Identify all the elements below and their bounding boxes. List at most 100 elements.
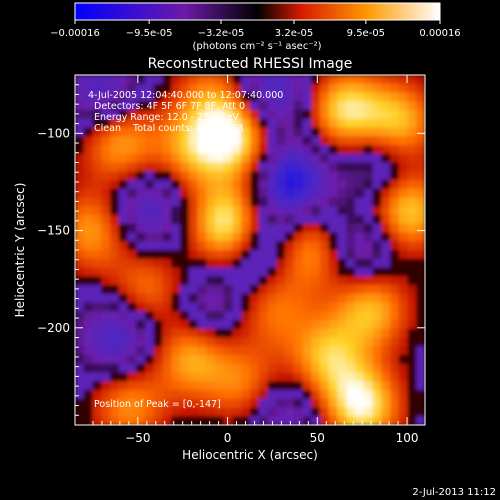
heatmap-cell (381, 215, 391, 225)
heatmap-cell (355, 197, 365, 207)
heatmap-cell (285, 407, 295, 417)
heatmap-cell (258, 127, 269, 137)
heatmap-cell (241, 206, 251, 216)
heatmap-cell (258, 145, 269, 155)
heatmap-cell (407, 381, 417, 391)
heatmap-cell (416, 302, 425, 312)
heatmap-cell (197, 390, 207, 400)
heatmap-cell (311, 75, 321, 85)
heatmap-cell (118, 346, 129, 356)
heatmap-cell (215, 145, 225, 155)
heatmap-cell (250, 355, 260, 365)
heatmap-cell (197, 127, 207, 137)
heatmap-cell (127, 381, 137, 391)
heatmap-cell (241, 136, 251, 146)
heatmap-cell (363, 258, 374, 269)
heatmap-cell (171, 372, 181, 382)
heatmap-cell (75, 407, 85, 417)
heatmap-cell (162, 241, 172, 251)
heatmap-cell (118, 127, 129, 137)
heatmap-cell (250, 83, 260, 94)
heatmap-cell (390, 250, 400, 260)
heatmap-cell (276, 390, 286, 400)
heatmap-cell (162, 250, 172, 260)
heatmap-cell (118, 276, 129, 286)
heatmap-cell (101, 258, 111, 269)
heatmap-cell (136, 381, 146, 391)
heatmap-cell (363, 83, 374, 94)
heatmap-cell (381, 83, 391, 94)
heatmap-cell (302, 145, 312, 155)
heatmap-cell (110, 136, 120, 146)
heatmap-cell (337, 416, 347, 425)
heatmap-cell (75, 293, 85, 304)
heatmap-cell (390, 197, 400, 207)
heatmap-cell (241, 372, 251, 382)
heatmap-cell (250, 162, 260, 172)
heatmap-cell (206, 75, 216, 85)
heatmap-cell (355, 136, 365, 146)
heatmap-cell (153, 311, 164, 321)
heatmap-cell (355, 346, 365, 356)
heatmap-cell (328, 153, 339, 164)
heatmap-cell (258, 355, 269, 365)
heatmap-cell (285, 363, 295, 374)
heatmap-cell (101, 83, 111, 94)
heatmap-cell (390, 407, 400, 417)
heatmap-cell (258, 320, 269, 330)
heatmap-cell (285, 355, 295, 365)
heatmap-cell (363, 171, 374, 181)
heatmap-cell (197, 197, 207, 207)
axes: −50 0 50 100−100−150−200 (37, 75, 425, 445)
heatmap-cell (372, 232, 382, 242)
heatmap-cell (372, 363, 382, 374)
heatmap-cell (372, 398, 382, 409)
heatmap-cell (83, 171, 94, 181)
heatmap-cell (215, 337, 225, 347)
heatmap-cell (267, 416, 277, 425)
heatmap-cell (180, 75, 190, 85)
heatmap-cell (110, 162, 120, 172)
colorbar-tick-label: −0.00016 (50, 28, 100, 39)
heatmap-cell (215, 250, 225, 260)
heatmap-cell (101, 197, 111, 207)
heatmap-cell (311, 197, 321, 207)
heatmap-cell (355, 407, 365, 417)
heatmap-cell (232, 320, 242, 330)
heatmap-cell (407, 136, 417, 146)
heatmap-cell (355, 241, 365, 251)
heatmap-cell (206, 188, 216, 199)
heatmap-cell (355, 101, 365, 111)
heatmap-cell (232, 398, 242, 409)
heatmap-cell (416, 355, 425, 365)
heatmap-cell (363, 250, 374, 260)
heatmap-cell (250, 171, 260, 181)
heatmap-cell (398, 381, 409, 391)
heatmap-cell (363, 285, 374, 295)
heatmap-cell (320, 328, 330, 339)
heatmap-cell (118, 363, 129, 374)
heatmap-cell (162, 407, 172, 417)
heatmap-cell (153, 398, 164, 409)
heatmap-cell (346, 197, 356, 207)
heatmap-cell (110, 381, 120, 391)
heatmap-cell (241, 118, 251, 129)
heatmap-cell (328, 127, 339, 137)
heatmap-cell (267, 241, 277, 251)
heatmap-cell (180, 302, 190, 312)
heatmap-cell (250, 381, 260, 391)
heatmap-cell (328, 215, 339, 225)
heatmap-cell (258, 83, 269, 94)
heatmap-cell (267, 337, 277, 347)
heatmap-cell (267, 127, 277, 137)
heatmap-cell (101, 241, 111, 251)
heatmap-cell (311, 188, 321, 199)
heatmap-cell (223, 127, 234, 137)
heatmap-cell (180, 372, 190, 382)
heatmap-cell (372, 188, 382, 199)
heatmap-cell (232, 188, 242, 199)
heatmap-cell (302, 302, 312, 312)
heatmap-cell (145, 276, 155, 286)
annotation-energy: Energy Range: 12.0 - 25.0 keV (94, 112, 239, 123)
heatmap-cell (223, 136, 234, 146)
